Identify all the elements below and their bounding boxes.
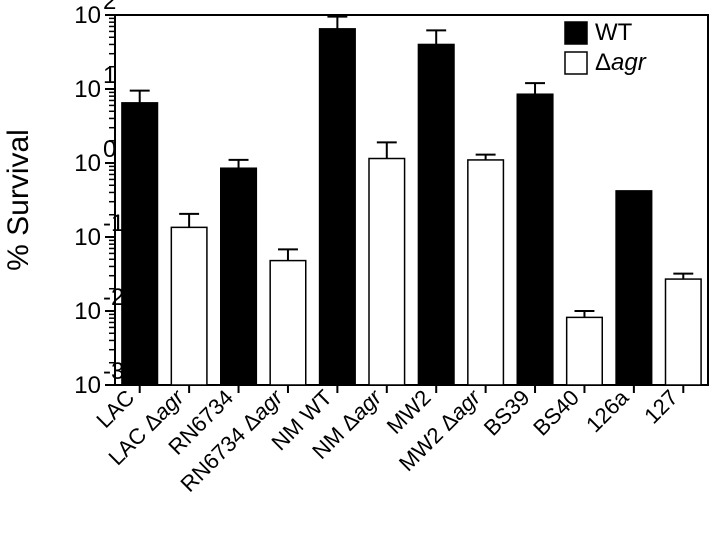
bar-agr: [666, 279, 702, 385]
svg-text:10: 10: [74, 2, 101, 29]
svg-text:2: 2: [103, 0, 116, 15]
chart-container: 10-310-210-1100101102% SurvivalLACLAC Δa…: [0, 0, 728, 540]
bar-wt: [221, 168, 257, 385]
y-tick-label: 10-2: [74, 284, 124, 325]
legend-label-agr: Δagr: [595, 49, 647, 76]
legend-swatch-wt: [565, 22, 587, 44]
survival-bar-chart: 10-310-210-1100101102% SurvivalLACLAC Δa…: [0, 0, 728, 540]
bar-agr: [468, 160, 504, 385]
svg-text:10: 10: [74, 298, 101, 325]
x-tick-label: 127: [639, 385, 683, 429]
bar-agr: [567, 317, 603, 385]
legend-label-wt: WT: [595, 19, 633, 46]
bar-wt: [320, 29, 356, 385]
x-tick-label: BS40: [528, 385, 584, 441]
y-tick-label: 10-1: [74, 210, 124, 251]
y-tick-label: 102: [74, 0, 116, 29]
bar-agr: [369, 159, 405, 385]
legend-swatch-agr: [565, 52, 587, 74]
svg-text:10: 10: [74, 76, 101, 103]
y-axis-title: % Survival: [2, 129, 35, 271]
bar-wt: [517, 94, 553, 385]
svg-text:10: 10: [74, 224, 101, 251]
x-tick-label: 126a: [581, 384, 634, 437]
svg-text:10: 10: [74, 372, 101, 399]
svg-text:10: 10: [74, 150, 101, 177]
bar-wt: [122, 103, 158, 385]
x-tick-label: BS39: [479, 385, 535, 441]
bar-wt: [418, 44, 454, 385]
bar-agr: [270, 261, 306, 385]
bar-wt: [616, 191, 652, 385]
bar-agr: [171, 227, 207, 385]
